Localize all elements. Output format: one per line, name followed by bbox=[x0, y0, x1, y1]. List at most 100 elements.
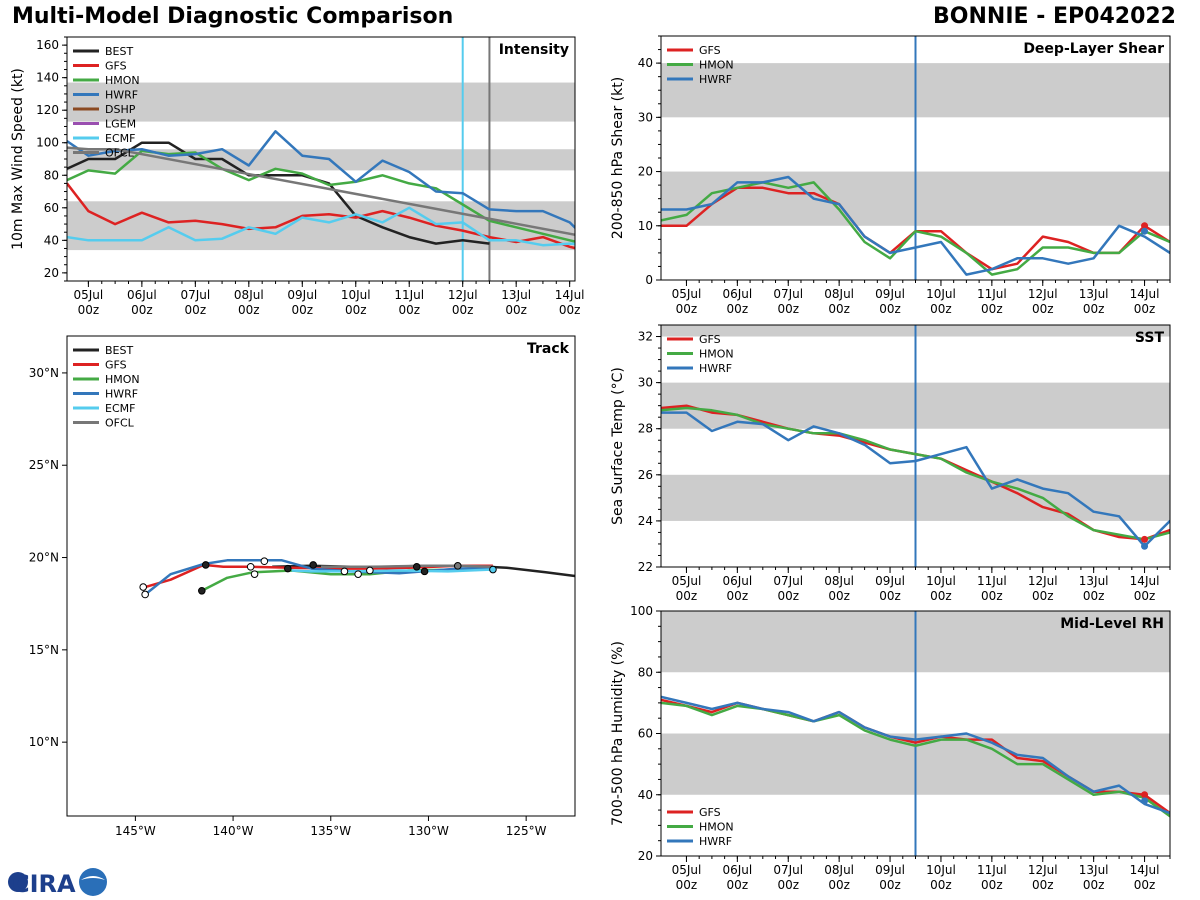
intensity-band-2 bbox=[67, 82, 575, 122]
rh-series-hmon bbox=[661, 701, 1170, 818]
shear-xtick-label-3: 08Jul bbox=[824, 287, 854, 301]
track-marker-6 bbox=[340, 567, 349, 576]
shear-ytick-label-4: 40 bbox=[638, 56, 653, 70]
intensity-legend-label-ofcl: OFCL bbox=[105, 147, 135, 160]
rh-xtick-label-9: 14Jul bbox=[1130, 863, 1160, 877]
intensity-series-best bbox=[67, 141, 490, 245]
intensity-ytick-label-5: 120 bbox=[36, 103, 59, 117]
track-series-ofcl bbox=[321, 564, 493, 569]
shear-xtick-sub-3: 00z bbox=[828, 302, 850, 316]
sst-xtick-label-0: 05Jul bbox=[672, 574, 702, 588]
intensity-series-ecmf bbox=[67, 206, 575, 247]
shear-point-1 bbox=[1141, 227, 1149, 235]
shear-xtick-sub-5: 00z bbox=[930, 302, 952, 316]
intensity-xtick-label-9: 14Jul bbox=[555, 288, 585, 302]
sst-xtick-sub-7: 00z bbox=[1032, 589, 1054, 603]
intensity-xtick-label-1: 06Jul bbox=[127, 288, 157, 302]
intensity-xtick-sub-2: 00z bbox=[185, 303, 207, 317]
track-ytick-label-1: 15°N bbox=[29, 643, 59, 657]
sst-ylabel: Sea Surface Temp (°C) bbox=[610, 367, 626, 525]
track-marker-0 bbox=[489, 565, 497, 574]
sst-xtick-sub-4: 00z bbox=[879, 589, 901, 603]
rh-plot-area bbox=[661, 611, 1170, 856]
sst-xtick-label-7: 12Jul bbox=[1028, 574, 1058, 588]
rh-xtick-sub-7: 00z bbox=[1032, 878, 1054, 892]
sst-legend-label-gfs: GFS bbox=[699, 333, 721, 346]
sst-xtick-label-3: 08Jul bbox=[824, 574, 854, 588]
rh-ytick-label-1: 40 bbox=[638, 788, 653, 802]
shear-xtick-label-4: 09Jul bbox=[875, 287, 905, 301]
track-legend-label-hwrf: HWRF bbox=[105, 388, 138, 401]
intensity-xtick-label-5: 10Jul bbox=[341, 288, 371, 302]
intensity-ytick-label-3: 80 bbox=[44, 168, 59, 182]
sst-ytick-label-2: 26 bbox=[638, 468, 653, 482]
rh-xtick-label-8: 13Jul bbox=[1079, 863, 1109, 877]
sst-xtick-sub-2: 00z bbox=[777, 589, 799, 603]
shear-xtick-label-1: 06Jul bbox=[722, 287, 752, 301]
intensity-series-hmon bbox=[67, 149, 575, 243]
rh-xtick-label-7: 12Jul bbox=[1028, 863, 1058, 877]
rh-ytick-label-3: 80 bbox=[638, 665, 653, 679]
intensity-ytick-label-7: 160 bbox=[36, 38, 59, 52]
rh-xtick-label-2: 07Jul bbox=[773, 863, 803, 877]
shear-xtick-label-0: 05Jul bbox=[672, 287, 702, 301]
rh-point-0 bbox=[1141, 791, 1149, 799]
sst-ytick-label-0: 22 bbox=[638, 560, 653, 574]
sst-xtick-sub-1: 00z bbox=[727, 589, 749, 603]
shear-xtick-sub-8: 00z bbox=[1083, 302, 1105, 316]
track-marker-2 bbox=[420, 567, 429, 576]
sst-xtick-label-4: 09Jul bbox=[875, 574, 905, 588]
intensity-ytick-label-4: 100 bbox=[36, 136, 59, 150]
shear-ytick-label-2: 20 bbox=[638, 165, 653, 179]
cira-logo-text: CIRA bbox=[12, 870, 76, 898]
rh-xtick-label-5: 10Jul bbox=[926, 863, 956, 877]
track-ytick-label-4: 30°N bbox=[29, 366, 59, 380]
intensity-xtick-sub-4: 00z bbox=[291, 303, 313, 317]
shear-point-0 bbox=[1141, 222, 1149, 230]
rh-xtick-label-1: 06Jul bbox=[722, 863, 752, 877]
shear-series-hwrf bbox=[661, 175, 1170, 276]
intensity-xtick-sub-8: 00z bbox=[505, 303, 527, 317]
track-marker-3 bbox=[412, 562, 421, 571]
track-marker-12 bbox=[201, 561, 210, 569]
intensity-xtick-label-3: 08Jul bbox=[234, 288, 264, 302]
intensity-xtick-sub-9: 00z bbox=[559, 303, 581, 317]
shear-legend-label-hmon: HMON bbox=[699, 59, 734, 72]
shear-legend-label-hwrf: HWRF bbox=[699, 73, 732, 86]
track-marker-1 bbox=[453, 562, 462, 570]
shear-chart: 01020304005Jul00z06Jul00z07Jul00z08Jul00… bbox=[610, 35, 1171, 316]
rh-legend-label-gfs: GFS bbox=[699, 806, 721, 819]
shear-series-gfs bbox=[661, 186, 1170, 271]
track-title: Track bbox=[527, 341, 570, 357]
intensity-chart: 2040608010012014016005Jul00z06Jul00z07Ju… bbox=[10, 36, 585, 317]
track-chart: 10°N 15°N 20°N 25°N 30°N 145°W 140°W 135°W 130°W… bbox=[29, 335, 576, 838]
sst-ytick-label-1: 24 bbox=[638, 514, 653, 528]
sst-xtick-sub-8: 00z bbox=[1083, 589, 1105, 603]
track-marker-9 bbox=[260, 557, 269, 566]
shear-title: Deep-Layer Shear bbox=[1023, 41, 1164, 57]
sst-series-hmon bbox=[661, 406, 1170, 541]
track-ytick-label-2: 20°N bbox=[29, 551, 59, 565]
track-ytick-label-0: 10°N bbox=[29, 735, 59, 749]
intensity-xtick-label-8: 13Jul bbox=[501, 288, 531, 302]
rh-ytick-label-0: 20 bbox=[638, 849, 653, 863]
shear-xtick-sub-2: 00z bbox=[777, 302, 799, 316]
sst-legend-label-hwrf: HWRF bbox=[699, 362, 732, 375]
intensity-xtick-label-6: 11Jul bbox=[394, 288, 424, 302]
track-xtick-label-4: 125°W bbox=[506, 824, 547, 838]
sst-point-0 bbox=[1141, 535, 1149, 543]
shear-xtick-label-7: 12Jul bbox=[1028, 287, 1058, 301]
track-marker-15 bbox=[141, 590, 149, 599]
track-series-ecmf bbox=[291, 568, 493, 573]
shear-xtick-sub-7: 00z bbox=[1032, 302, 1054, 316]
rh-series-hwrf bbox=[661, 695, 1170, 815]
track-marker-13 bbox=[198, 586, 206, 595]
intensity-xtick-sub-7: 00z bbox=[452, 303, 474, 317]
sst-xtick-label-9: 14Jul bbox=[1130, 574, 1160, 588]
intensity-ylabel: 10m Max Wind Speed (kt) bbox=[10, 68, 26, 250]
shear-xtick-label-8: 13Jul bbox=[1079, 287, 1109, 301]
rh-xtick-label-3: 08Jul bbox=[824, 863, 854, 877]
rh-xtick-label-6: 11Jul bbox=[977, 863, 1007, 877]
intensity-ytick-label-6: 140 bbox=[36, 71, 59, 85]
shear-xtick-sub-1: 00z bbox=[727, 302, 749, 316]
